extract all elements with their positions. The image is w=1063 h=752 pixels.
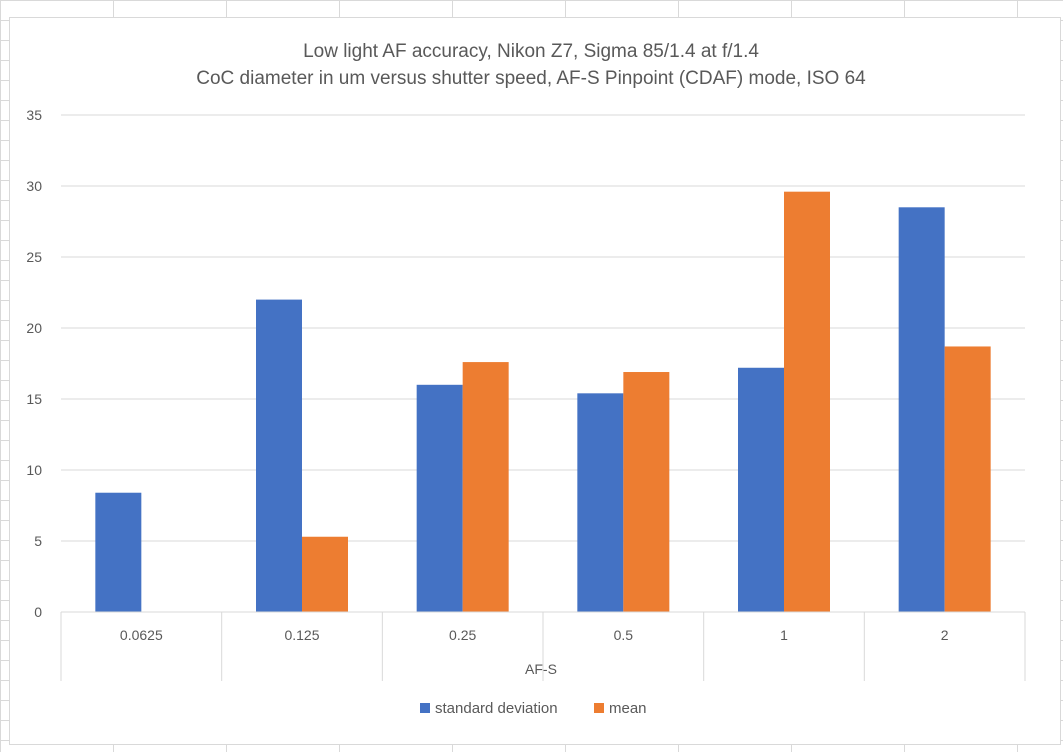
x-tick-label: 0.125 [284,627,319,643]
legend-swatch [594,703,604,713]
bar-mean-0.125[interactable] [302,536,348,612]
y-axis-tick-labels: 0 5 10 15 20 25 30 35 [26,107,42,620]
chart-area[interactable]: Low light AF accuracy, Nikon Z7, Sigma 8… [9,17,1061,745]
bar-standard-deviation-2[interactable] [898,207,945,613]
bar-standard-deviation-0.25[interactable] [416,384,463,612]
legend-label: mean [609,700,647,717]
bar-mean-1[interactable] [784,191,830,612]
bar-mean-0.5[interactable] [623,372,670,612]
x-tick-label: 1 [780,627,788,643]
y-tick-label: 0 [34,604,42,620]
bar-standard-deviation-0.0625[interactable] [95,492,142,612]
x-tick-label: 0.5 [614,627,634,643]
legend-label: standard deviation [435,700,558,717]
chart-title: Low light AF accuracy, Nikon Z7, Sigma 8… [303,41,759,62]
bar-standard-deviation-0.125[interactable] [256,299,302,612]
bar-standard-deviation-1[interactable] [738,367,784,612]
y-tick-label: 35 [26,107,42,123]
legend: standard deviation mean [420,700,647,717]
bar-mean-2[interactable] [944,346,991,612]
x-tick-label: 2 [941,627,949,643]
y-tick-label: 5 [34,533,42,549]
gridlines [61,114,1025,542]
chart-subtitle: CoC diameter in um versus shutter speed,… [196,68,866,89]
y-tick-label: 25 [26,249,42,265]
x-axis-tick-labels: 0.0625 0.125 0.25 0.5 1 2 [120,627,949,643]
y-tick-label: 30 [26,178,42,194]
x-axis [60,611,1026,681]
x-tick-label: 0.0625 [120,627,163,643]
chart-canvas: Low light AF accuracy, Nikon Z7, Sigma 8… [26,41,1026,717]
x-axis-group-label: AF-S [525,661,557,677]
bars [95,191,991,613]
bar-mean-0.25[interactable] [462,362,509,612]
y-tick-label: 15 [26,391,42,407]
bar-standard-deviation-0.5[interactable] [577,393,624,612]
x-tick-label: 0.25 [449,627,476,643]
y-tick-label: 20 [26,320,42,336]
y-tick-label: 10 [26,462,42,478]
legend-swatch [420,703,430,713]
